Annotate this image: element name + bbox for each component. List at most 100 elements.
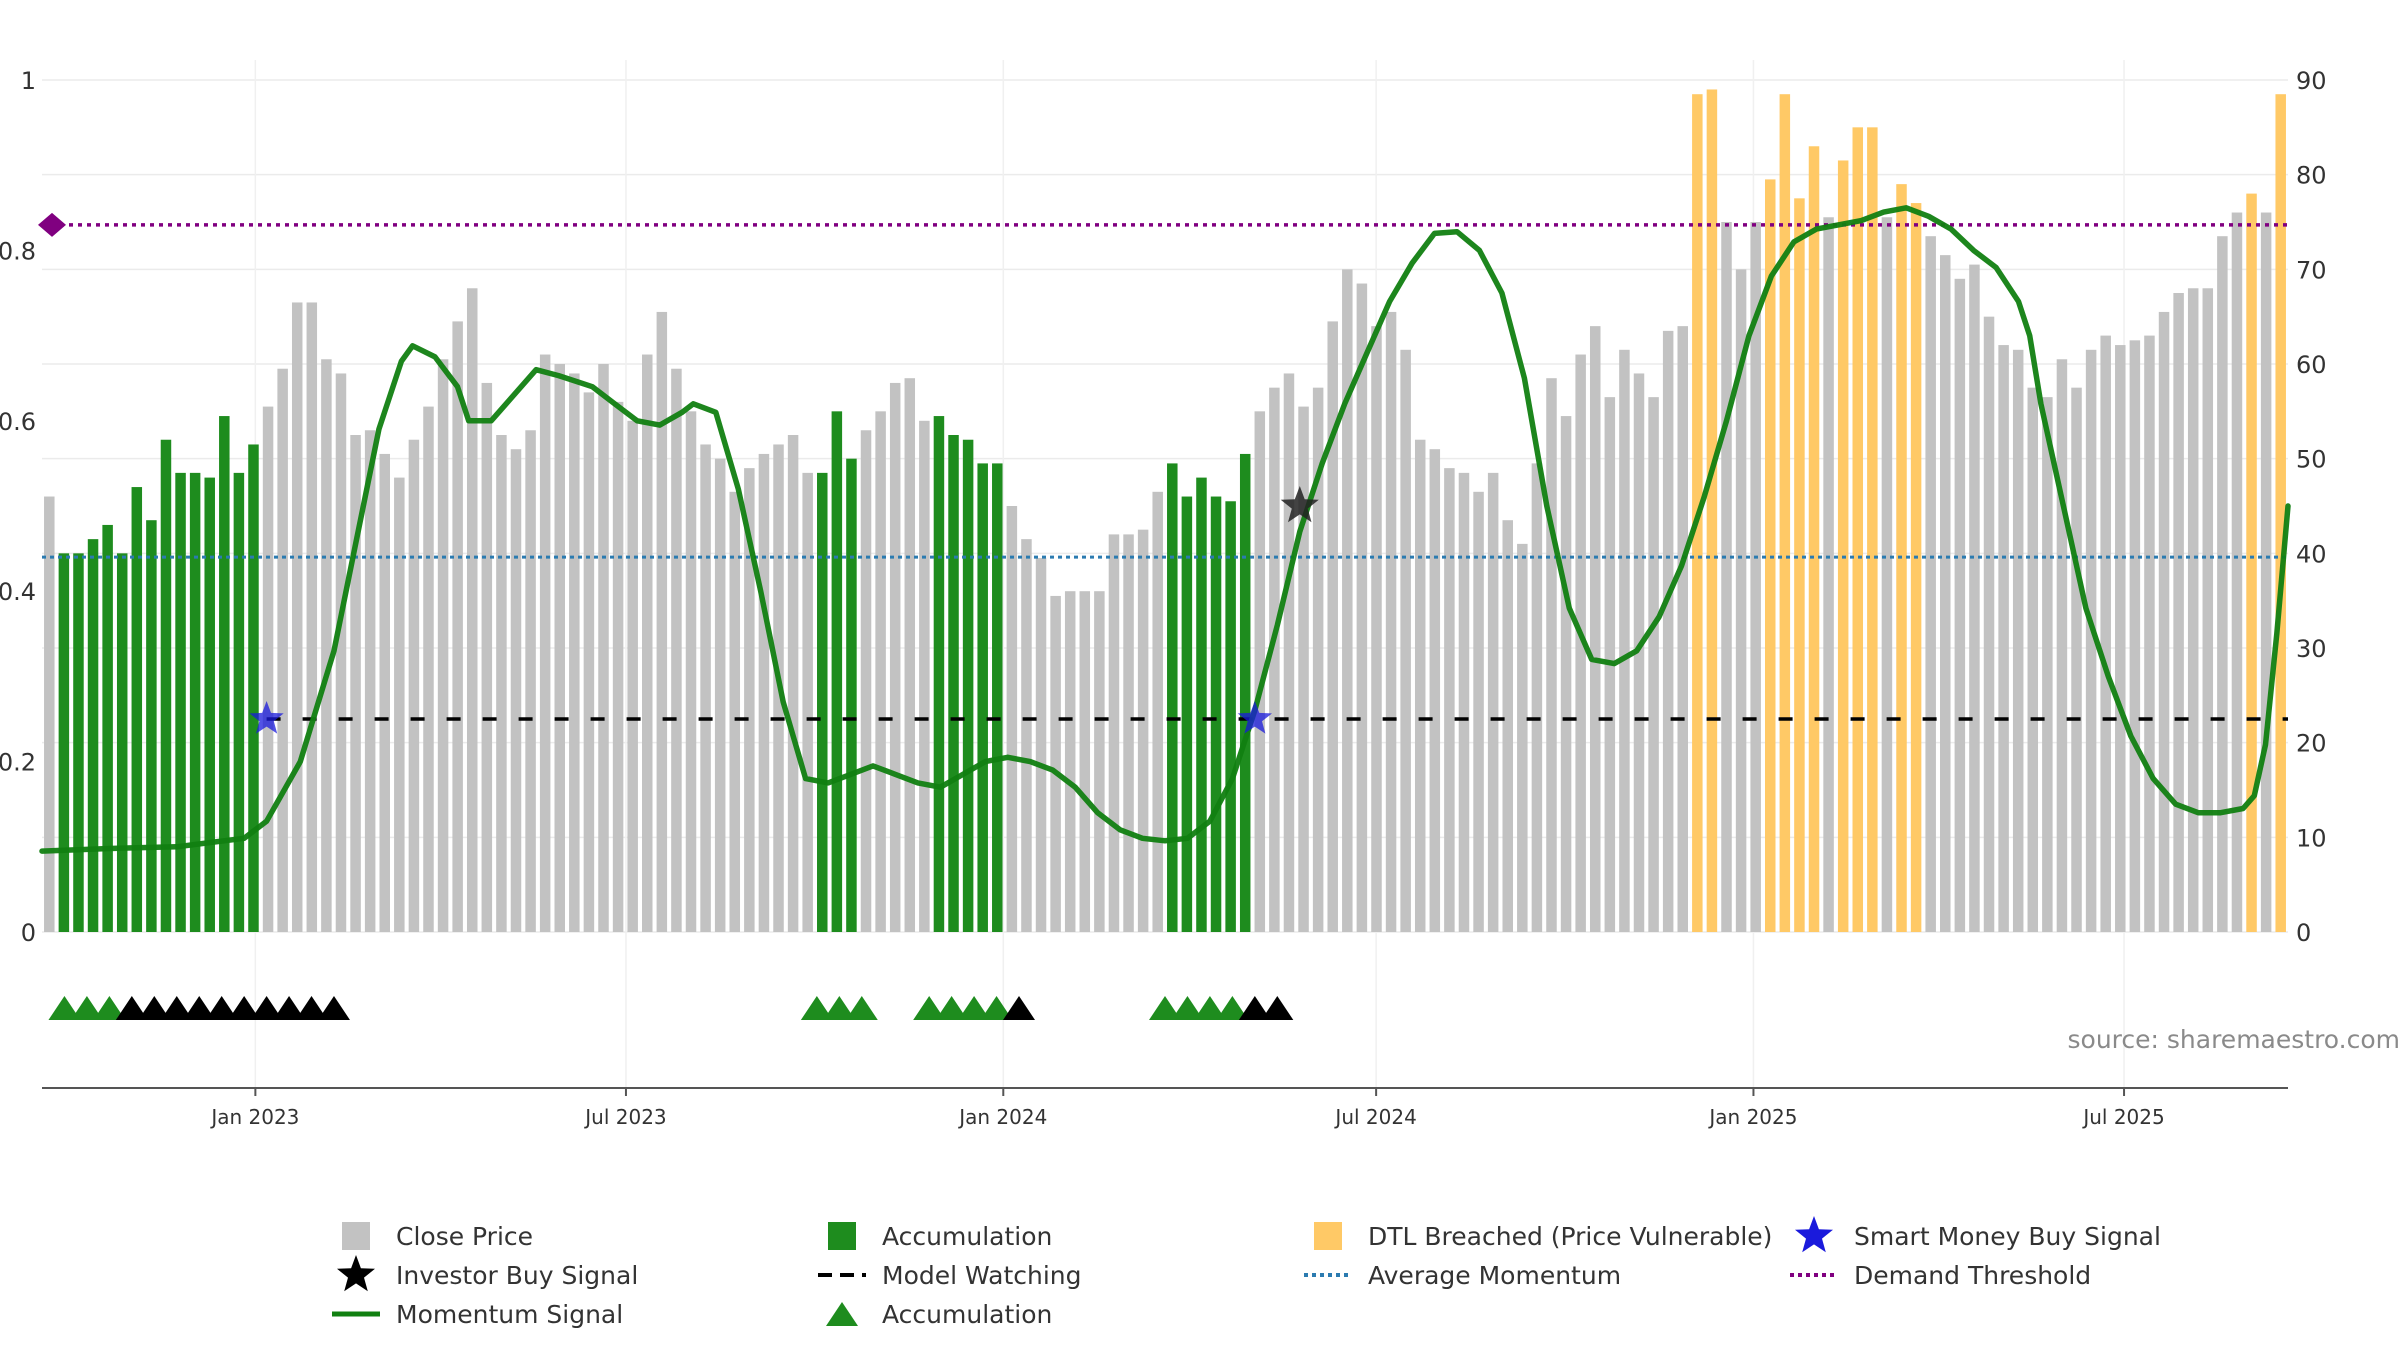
price-bar <box>59 553 70 932</box>
price-bar <box>846 459 857 932</box>
legend-label: Close Price <box>396 1222 533 1251</box>
legend-item: Demand Threshold <box>1790 1261 2091 1290</box>
price-bar <box>452 321 463 932</box>
y-right-tick-label: 30 <box>2296 635 2327 663</box>
legend-label: Smart Money Buy Signal <box>1854 1222 2161 1251</box>
price-bar <box>511 449 522 932</box>
legend-item: Average Momentum <box>1304 1261 1621 1290</box>
legend-item: Accumulation <box>826 1300 1052 1329</box>
price-bar <box>307 302 318 932</box>
price-bar <box>1721 222 1732 932</box>
price-bar <box>117 553 128 932</box>
price-bar <box>1663 331 1674 932</box>
price-bar <box>2159 312 2170 932</box>
price-bar <box>1517 544 1528 932</box>
y-right-tick-label: 80 <box>2296 162 2327 190</box>
price-bar <box>1357 284 1368 932</box>
legend-label: Investor Buy Signal <box>396 1261 638 1290</box>
price-bar <box>1998 345 2009 932</box>
price-bar <box>1109 534 1120 932</box>
price-bar <box>277 369 288 932</box>
price-bar <box>336 373 347 932</box>
price-bar <box>1444 468 1455 932</box>
price-bar <box>2115 345 2126 932</box>
accumulation-triangle-icon <box>318 996 350 1020</box>
price-bar <box>1007 506 1018 932</box>
legend-swatch <box>1314 1222 1342 1250</box>
legend-item: Momentum Signal <box>332 1300 623 1329</box>
price-bar <box>1342 269 1353 932</box>
y-right-tick-label: 0 <box>2296 919 2311 947</box>
price-bar <box>1123 534 1134 932</box>
price-bar <box>132 487 143 932</box>
price-bar <box>1400 350 1411 932</box>
price-bar <box>540 355 551 932</box>
price-bar <box>875 411 886 932</box>
price-bar <box>44 497 55 932</box>
price-bar <box>2275 94 2286 932</box>
price-bar <box>1021 539 1032 932</box>
y-left-tick-label: 0.4 <box>0 578 36 606</box>
price-bar <box>409 440 420 932</box>
legend-label: Accumulation <box>882 1300 1052 1329</box>
price-bar <box>759 454 770 932</box>
accumulation-triangle-icon <box>846 996 878 1020</box>
legend-label: Accumulation <box>882 1222 1052 1251</box>
price-bar <box>146 520 157 932</box>
price-bar <box>1853 127 1864 932</box>
price-bar <box>2130 340 2141 932</box>
price-bar <box>2261 213 2272 932</box>
legend-label: Demand Threshold <box>1854 1261 2091 1290</box>
price-bar <box>1430 449 1441 932</box>
price-bar <box>525 430 536 932</box>
price-bar <box>1182 497 1193 932</box>
price-bar <box>1284 373 1295 932</box>
x-tick-label: Jul 2025 <box>2081 1105 2164 1129</box>
x-tick-label: Jan 2025 <box>1707 1105 1797 1129</box>
legend-item: Model Watching <box>818 1261 1082 1290</box>
price-bar <box>1298 407 1309 932</box>
price-bar <box>1780 94 1791 932</box>
price-bar <box>394 478 405 932</box>
price-bar <box>1050 596 1061 932</box>
price-bar <box>1677 326 1688 932</box>
price-bar <box>934 416 945 932</box>
price-bar <box>2173 293 2184 932</box>
price-bar <box>2232 213 2243 932</box>
accumulation-triangle-icon <box>1003 996 1035 1020</box>
price-bar <box>802 473 813 932</box>
y-right-tick-label: 50 <box>2296 446 2327 474</box>
price-bar <box>1867 127 1878 932</box>
price-bar <box>1984 317 1995 932</box>
price-bar <box>204 478 215 932</box>
price-bar <box>919 421 930 932</box>
price-bar <box>1094 591 1105 932</box>
price-bar <box>2144 336 2155 932</box>
price-bar <box>219 416 230 932</box>
price-bar <box>2013 350 2024 932</box>
price-bar <box>1167 463 1178 932</box>
y-left-tick-label: 0.8 <box>0 237 36 265</box>
price-bar <box>482 383 493 932</box>
accumulation-triangle-icon <box>1261 996 1293 1020</box>
gridlines <box>42 60 2288 1088</box>
price-bar <box>1911 203 1922 932</box>
price-bar <box>1619 350 1630 932</box>
price-bar <box>1707 89 1718 932</box>
price-bar <box>234 473 245 932</box>
price-bar <box>2028 388 2039 932</box>
price-bar <box>1882 217 1893 932</box>
price-bar <box>321 359 332 932</box>
price-bar <box>2071 388 2082 932</box>
price-bar <box>1502 520 1513 932</box>
y-right-tick-label: 90 <box>2296 67 2327 95</box>
price-bar <box>642 355 653 932</box>
legend-item: Close Price <box>342 1222 533 1251</box>
price-bar <box>817 473 828 932</box>
price-bar <box>905 378 916 932</box>
price-bar <box>1823 217 1834 932</box>
price-bar <box>1371 326 1382 932</box>
price-bar <box>1327 321 1338 932</box>
